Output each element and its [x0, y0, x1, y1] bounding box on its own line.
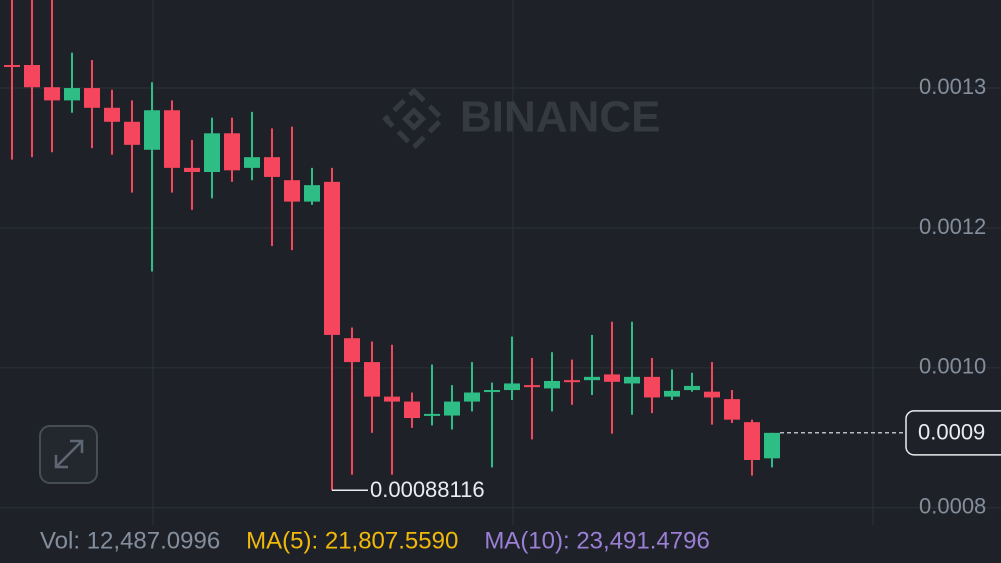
- candle-body: [324, 181, 340, 335]
- candle-body: [704, 391, 720, 398]
- candle-body: [64, 88, 80, 101]
- candle-body: [444, 401, 460, 416]
- candle-body: [584, 376, 600, 381]
- candle-body: [624, 376, 640, 384]
- candle-body: [164, 110, 180, 168]
- candle-body: [384, 396, 400, 402]
- candle-body: [244, 157, 260, 168]
- candles: [4, 0, 780, 491]
- candle-body: [744, 422, 760, 460]
- candle-body: [44, 87, 60, 101]
- expand-button[interactable]: [39, 425, 98, 484]
- candle-body: [544, 380, 560, 389]
- candle-body: [204, 133, 220, 172]
- candle-body: [264, 157, 280, 177]
- indicator-text: MA(10): 23,491.4796: [484, 527, 709, 554]
- y-tick-label: 0.0013: [919, 74, 986, 99]
- labels: 0.0008 0.0010 0.0012 0.0013 0.00088116 0.0009…: [40, 74, 1001, 554]
- candle-body: [304, 185, 320, 202]
- candle-body: [424, 413, 440, 416]
- last-price-label: 0.0009: [918, 420, 985, 445]
- candle-body: [124, 121, 140, 145]
- candle-body: [144, 110, 160, 150]
- candle-body: [764, 432, 780, 459]
- grid: [0, 87, 1001, 509]
- candle-body: [484, 390, 500, 393]
- candle-body: [684, 385, 700, 391]
- indicator-text: MA(5): 21,807.5590: [246, 527, 458, 554]
- candle-body: [224, 133, 240, 171]
- candle-body: [364, 362, 380, 397]
- y-tick-label: 0.0012: [919, 214, 986, 239]
- y-tick-label: 0.0008: [919, 494, 986, 519]
- candle-body: [604, 374, 620, 382]
- y-tick-label: 0.0010: [919, 354, 986, 379]
- candle-body: [564, 380, 580, 383]
- candle-body: [84, 88, 100, 108]
- candle-body: [464, 392, 480, 402]
- candle-body: [4, 65, 20, 68]
- candle-body: [404, 401, 420, 419]
- candle-body: [104, 107, 120, 122]
- candle-body: [664, 390, 680, 397]
- candle-body: [524, 385, 540, 388]
- candle-body: [724, 399, 740, 420]
- candle-body: [504, 383, 520, 391]
- candle-body: [184, 167, 200, 172]
- indicator-text: Vol: 12,487.0996: [40, 527, 220, 554]
- last-price-box: [905, 410, 1001, 456]
- candle-body: [644, 376, 660, 398]
- watermark: BINANCE: [382, 87, 660, 151]
- expand-icon: [54, 439, 84, 469]
- low-marker-label: 0.00088116: [370, 477, 485, 502]
- candle-body: [284, 180, 300, 202]
- candle-body: [344, 338, 360, 363]
- watermark-text: BINANCE: [460, 93, 660, 142]
- candle-body: [24, 65, 40, 88]
